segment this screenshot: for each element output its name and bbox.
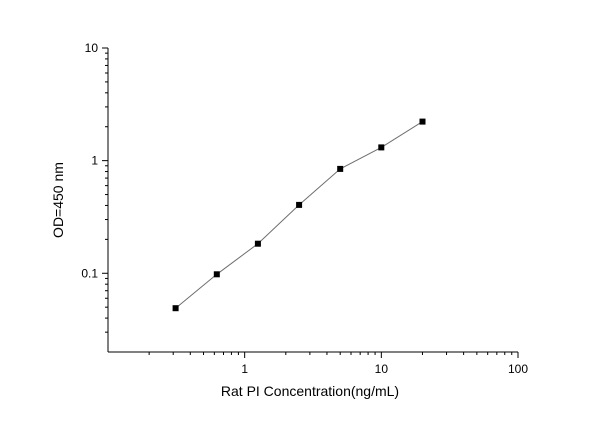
axes: 1 10 100 0.1 1 10 xyxy=(81,41,528,376)
data-point-marker xyxy=(378,144,385,151)
x-axis-label: Rat PI Concentration(ng/mL) xyxy=(221,383,399,399)
x-tick-label: 100 xyxy=(508,362,528,376)
y-tick-label: 0.1 xyxy=(81,266,98,280)
y-tick-label: 10 xyxy=(85,41,99,55)
series-line xyxy=(175,121,423,309)
data-point-marker xyxy=(213,271,220,278)
y-axis-label: OD=450 nm xyxy=(50,162,66,238)
data-point-marker xyxy=(419,118,426,125)
y-tick-label: 1 xyxy=(91,154,98,168)
x-tick-label: 1 xyxy=(241,362,248,376)
data-point-marker xyxy=(254,240,261,247)
data-point-marker xyxy=(172,305,179,312)
x-tick-label: 10 xyxy=(375,362,389,376)
data-point-marker xyxy=(337,165,344,172)
series-layer xyxy=(172,118,426,312)
data-point-marker xyxy=(296,201,303,208)
